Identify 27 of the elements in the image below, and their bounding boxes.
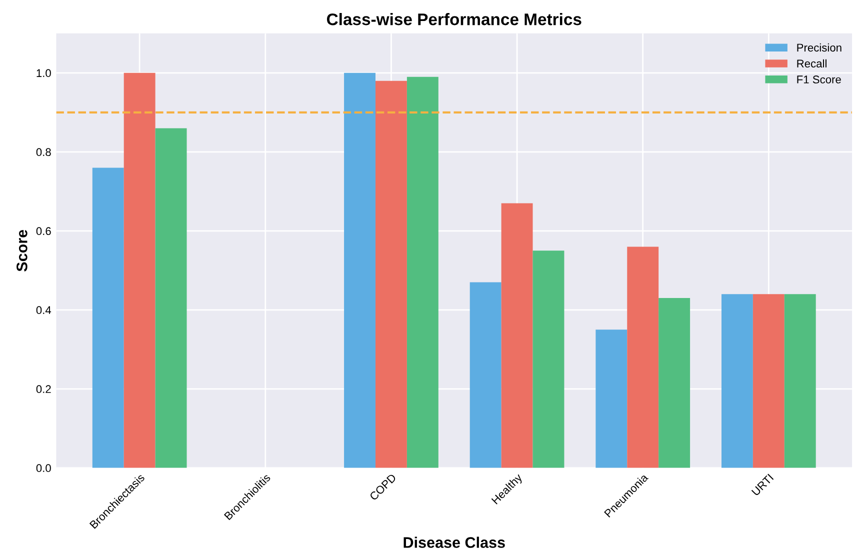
- bar: [124, 72, 156, 468]
- bar: [155, 128, 187, 468]
- chart-title: Class-wise Performance Metrics: [326, 13, 582, 26]
- y-tick-label: 0.4: [36, 306, 52, 314]
- bar: [532, 250, 564, 468]
- legend-label: Recall: [797, 59, 826, 68]
- bar: [344, 72, 376, 468]
- bar: [658, 298, 690, 468]
- bar: [92, 168, 124, 468]
- bar: [784, 294, 816, 468]
- bar: [470, 282, 502, 468]
- bar: [752, 294, 784, 468]
- y-tick-label: 0.6: [36, 227, 51, 236]
- y-tick-label: 0.2: [36, 385, 51, 394]
- bar: [721, 294, 753, 468]
- bar: [501, 203, 533, 468]
- y-tick-label: 1.0: [36, 69, 51, 78]
- legend-label: Precision: [797, 43, 842, 52]
- x-axis-title: Disease Class: [404, 536, 505, 548]
- legend-label: F1 Score: [797, 76, 841, 84]
- y-tick-label: 0.0: [36, 464, 51, 472]
- bar: [627, 246, 659, 468]
- y-tick-label: 0.8: [36, 148, 51, 156]
- bar: [406, 76, 438, 468]
- bar: [596, 330, 628, 468]
- y-axis-title: Score: [16, 230, 28, 272]
- bar: [375, 80, 407, 468]
